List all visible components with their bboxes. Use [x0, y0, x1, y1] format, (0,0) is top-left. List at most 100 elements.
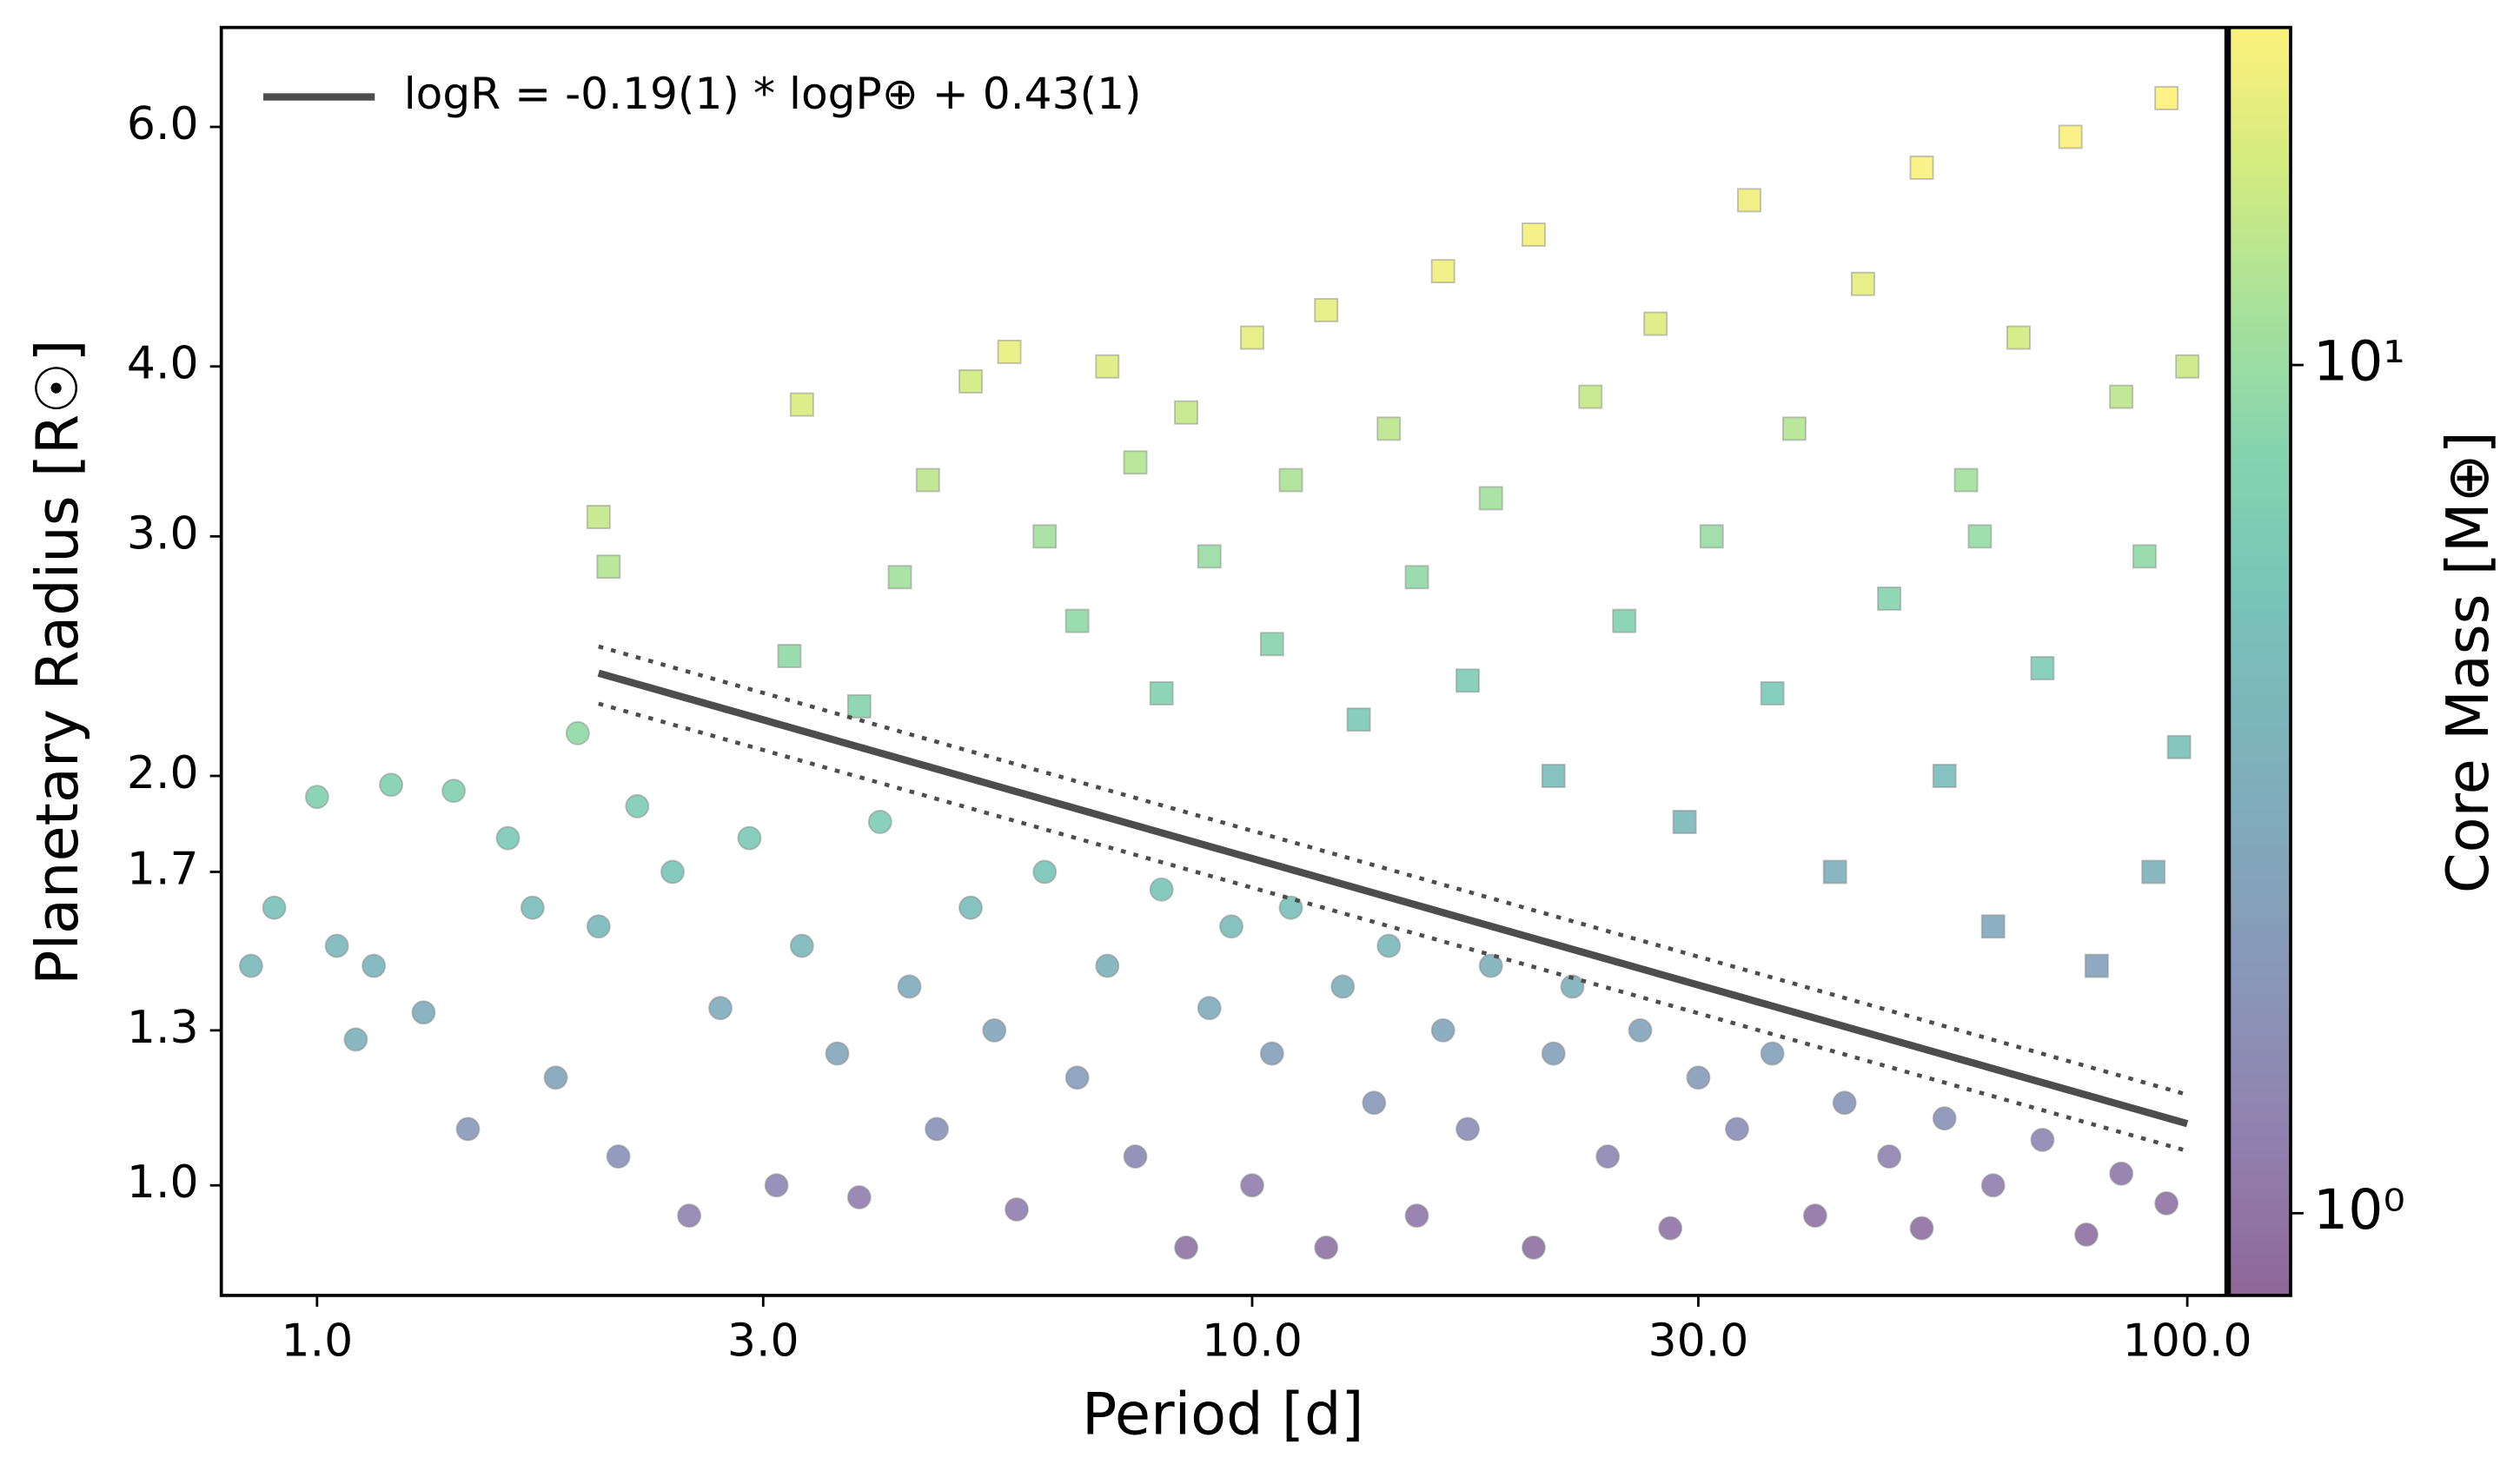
fit-line — [598, 644, 2188, 1097]
square-point — [1032, 524, 1058, 549]
y-tick-label: 1.7 — [127, 843, 199, 895]
circle-point — [1560, 974, 1585, 999]
x-tick-label: 30.0 — [1648, 1315, 1748, 1368]
circle-point — [708, 996, 733, 1021]
circle-point — [1628, 1017, 1653, 1043]
square-point — [789, 392, 814, 417]
square-point — [2141, 859, 2166, 885]
y-tick-label: 2.0 — [127, 747, 199, 799]
circle-point — [1686, 1065, 1711, 1090]
square-point — [2084, 953, 2109, 978]
circle-point — [958, 895, 983, 920]
square-point — [846, 693, 872, 719]
circle-point — [846, 1185, 872, 1209]
square-point — [2154, 85, 2179, 110]
square-point — [1064, 608, 1090, 633]
y-tick-label: 4.0 — [127, 338, 199, 390]
square-point — [586, 505, 611, 529]
x-tick-label: 10.0 — [1202, 1315, 1303, 1368]
colorbar-tick-label: 10⁰ — [2313, 1177, 2405, 1242]
circle-point — [1219, 914, 1243, 939]
circle-point — [1478, 953, 1503, 978]
square-point — [1259, 632, 1284, 657]
circle-point — [262, 895, 287, 920]
circle-point — [304, 785, 329, 810]
square-point — [1672, 810, 1697, 834]
circle-point — [737, 825, 762, 851]
square-point — [1953, 467, 1979, 493]
square-point — [2166, 734, 2192, 759]
circle-point — [925, 1117, 950, 1142]
circle-point — [586, 914, 611, 939]
square-point — [1967, 524, 1993, 549]
circle-point — [520, 895, 545, 920]
circle-point — [1362, 1090, 1387, 1116]
square-point — [915, 467, 940, 493]
circle-point — [1725, 1117, 1749, 1142]
square-point — [1541, 764, 1566, 788]
square-point — [1095, 354, 1120, 379]
circle-point — [1932, 1106, 1957, 1131]
circle-point — [379, 772, 403, 798]
circle-point — [660, 859, 685, 885]
circle-point — [1149, 877, 1174, 902]
square-point — [1850, 271, 1875, 296]
x-tick-label: 100.0 — [2123, 1315, 2252, 1368]
y-axis-label: Planetary Radius [R☉] — [23, 340, 91, 985]
square-point — [1822, 859, 1847, 885]
circle-point — [1032, 859, 1058, 885]
circle-point — [1658, 1216, 1683, 1241]
circle-point — [1802, 1203, 1827, 1229]
circle-point — [2074, 1222, 2099, 1247]
circle-point — [1005, 1197, 1029, 1222]
circle-point — [565, 720, 590, 745]
square-point — [1980, 914, 2006, 939]
circle-point — [2154, 1190, 2179, 1216]
circle-point — [1541, 1041, 1566, 1066]
circle-point — [1760, 1041, 1785, 1066]
square-point — [887, 565, 912, 590]
circle-point — [495, 825, 521, 851]
square-point — [1932, 764, 1957, 788]
colorbar-label: Core Mass [M⊕] — [2434, 431, 2502, 893]
circle-point — [1456, 1117, 1480, 1142]
square-point — [2132, 544, 2157, 569]
circle-point — [677, 1203, 702, 1229]
circle-point — [789, 933, 814, 958]
circle-point — [543, 1065, 568, 1090]
square-point — [958, 369, 983, 394]
colorbar-tick-label: 10¹ — [2313, 329, 2405, 394]
circle-point — [455, 1117, 481, 1142]
circle-point — [1240, 1173, 1264, 1198]
circle-point — [2109, 1161, 2134, 1186]
circle-point — [1430, 1017, 1456, 1043]
y-tick-label: 1.3 — [127, 1002, 199, 1054]
square-point — [1612, 608, 1637, 633]
plot-frame — [219, 25, 2228, 1297]
y-tick-label: 3.0 — [127, 507, 199, 560]
circle-point — [1980, 1173, 2006, 1198]
square-point — [997, 339, 1022, 364]
circle-point — [606, 1144, 631, 1170]
circle-point — [1314, 1235, 1339, 1260]
y-tick-label: 6.0 — [127, 98, 199, 150]
square-point — [1699, 524, 1724, 549]
square-point — [1430, 259, 1456, 284]
circle-point — [411, 1000, 436, 1025]
circle-point — [764, 1173, 789, 1198]
square-point — [1521, 222, 1546, 247]
circle-point — [1832, 1090, 1857, 1116]
x-tick-label: 1.0 — [281, 1315, 353, 1368]
square-point — [1736, 188, 1761, 213]
circle-point — [441, 779, 467, 804]
circle-point — [324, 933, 349, 958]
square-point — [1376, 416, 1402, 441]
square-point — [2006, 325, 2031, 350]
circle-point — [1909, 1216, 1934, 1241]
circle-point — [1330, 974, 1356, 999]
circle-point — [825, 1041, 850, 1066]
circle-point — [1404, 1203, 1429, 1229]
square-point — [1404, 565, 1429, 590]
